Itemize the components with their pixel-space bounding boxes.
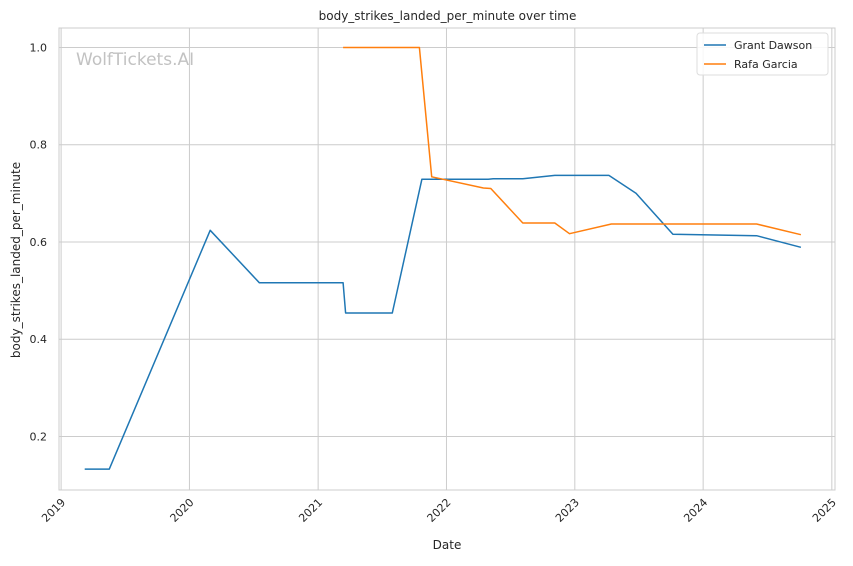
series-line-1 [84,174,802,470]
y-tick-label: 0.2 [30,431,48,444]
x-tick-label: 2019 [39,496,68,525]
legend-label: Grant Dawson [734,39,812,52]
y-tick-label: 1.0 [30,41,48,54]
x-tick-label: 2021 [296,496,325,525]
y-tick-label: 0.8 [30,139,48,152]
x-axis-ticks: 2019 2020 2021 2022 2023 2024 2025 [39,496,839,525]
y-axis-ticks: 0.2 0.4 0.6 0.8 1.0 [30,41,48,443]
legend-box [696,32,829,76]
legend-label: Rafa Garcia [734,58,798,71]
grid-layer [59,28,835,490]
y-axis-label: body_strikes_landed_per_minute [9,162,23,358]
x-tick-label: 2022 [425,496,454,525]
legend: Grant Dawson Rafa Garcia [696,32,829,76]
plot-frame [58,27,836,491]
x-tick-label: 2025 [810,496,839,525]
x-tick-label: 2020 [168,496,197,525]
x-tick-label: 2024 [681,496,710,525]
y-tick-label: 0.4 [30,333,48,346]
watermark: WolfTickets.AI [76,50,194,70]
series-line-2 [343,46,802,236]
x-axis-label: Date [433,538,462,552]
x-tick-label: 2023 [553,496,582,525]
y-tick-label: 0.6 [30,236,48,249]
chart-title: body_strikes_landed_per_minute over time [319,9,577,23]
series-layer [84,46,802,470]
